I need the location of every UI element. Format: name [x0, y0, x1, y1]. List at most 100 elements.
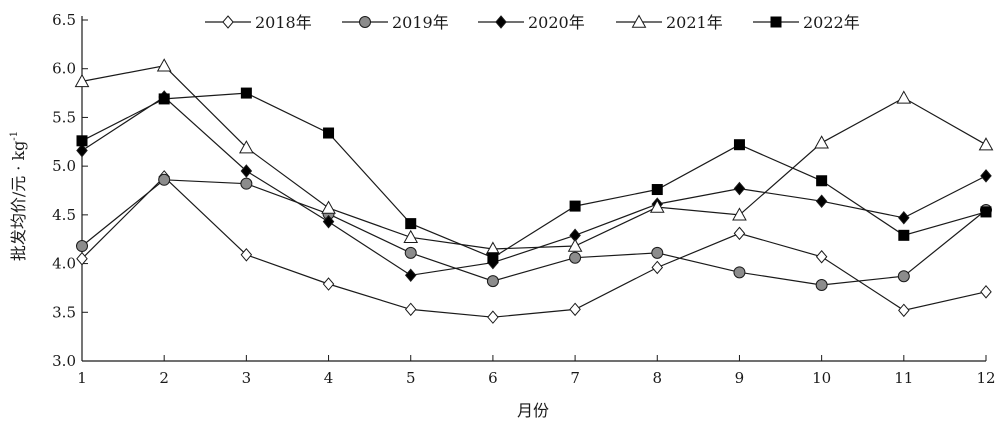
x-tick-label: 3 [242, 369, 252, 387]
data-point [733, 181, 746, 196]
data-point [322, 277, 335, 291]
x-tick-label: 1 [77, 369, 87, 387]
legend: 2018年 2019年 2020年 2021年 2022年 [205, 13, 860, 32]
data-point [404, 268, 417, 283]
data-point [404, 302, 417, 317]
data-point [815, 194, 828, 208]
data-point [76, 240, 88, 253]
series-line [81, 92, 987, 259]
y-axis-title: 批发均价/元 · kg-1 [9, 131, 28, 261]
y-tick-label: 6.5 [52, 11, 76, 29]
legend-label: 2019年 [392, 13, 449, 32]
data-point [898, 303, 910, 318]
x-tick-label: 7 [570, 369, 580, 387]
data-point [486, 275, 499, 288]
legend-marker [222, 15, 234, 29]
data-point [815, 279, 828, 292]
data-point [569, 302, 581, 317]
data-point [897, 270, 910, 283]
series-line [81, 176, 987, 318]
data-point [815, 249, 828, 264]
x-tick-label: 2 [159, 369, 169, 387]
data-point [74, 73, 90, 88]
data-point [651, 260, 664, 275]
data-point [980, 285, 992, 299]
data-point [322, 214, 335, 229]
axes: 3.03.54.04.55.05.56.06.51 2 3 4 5 6 7 8 9 10 11 12 [52, 11, 995, 387]
legend-item: 2020年 [478, 13, 585, 32]
y-tick-label: 5.0 [52, 157, 76, 175]
series-line [81, 96, 987, 276]
data-point [321, 200, 336, 214]
legend-marker [359, 16, 371, 28]
data-point [239, 140, 254, 154]
y-tick-label: 3.0 [52, 352, 76, 370]
y-tick-label: 4.0 [52, 255, 76, 273]
data-point [240, 248, 253, 262]
data-point [733, 226, 746, 241]
y-tick-label: 4.5 [52, 206, 76, 224]
data-point [978, 137, 994, 151]
x-tick-label: 12 [976, 369, 995, 387]
data-point [158, 93, 170, 105]
x-tick-label: 9 [735, 369, 745, 387]
data-point [980, 206, 992, 218]
data-point [156, 58, 172, 72]
x-axis-title: 月份 [517, 401, 549, 420]
data-point [404, 246, 417, 259]
data-point [240, 177, 253, 190]
data-point [405, 218, 417, 230]
data-point [896, 90, 912, 104]
legend-label: 2021年 [666, 13, 723, 32]
data-point [76, 143, 88, 158]
data-point [76, 251, 88, 266]
data-point [323, 127, 335, 139]
legend-item: 2019年 [342, 13, 449, 32]
data-point [158, 173, 171, 186]
legend-item: 2021年 [616, 13, 723, 32]
legend-marker [631, 14, 647, 28]
x-tick-label: 10 [812, 369, 831, 387]
data-point [487, 252, 499, 264]
series-line [81, 65, 987, 250]
legend-item: 2018年 [205, 13, 312, 32]
data-point [649, 199, 665, 213]
data-point [816, 175, 828, 187]
legend-item: 2022年 [753, 13, 860, 32]
series-layer [74, 58, 994, 324]
data-point [76, 135, 88, 147]
data-point [733, 266, 746, 279]
data-point [567, 238, 583, 252]
data-point [569, 200, 581, 212]
data-point [240, 87, 252, 99]
data-point [980, 169, 992, 183]
legend-label: 2022年 [803, 13, 860, 32]
legend-label: 2018年 [255, 13, 312, 32]
x-tick-label: 6 [488, 369, 498, 387]
data-point [240, 164, 253, 178]
y-axis-title-group: 批发均价/元 · kg-1 [9, 131, 28, 261]
data-point [733, 139, 745, 151]
x-tick-label: 4 [324, 369, 334, 387]
data-point [651, 246, 664, 259]
data-point [651, 184, 663, 196]
data-point [814, 135, 829, 149]
y-tick-label: 6.0 [52, 60, 76, 78]
y-tick-label: 3.5 [52, 303, 76, 321]
x-tick-label: 5 [406, 369, 416, 387]
data-point [569, 251, 582, 264]
series-5 [76, 87, 992, 264]
data-point [487, 310, 499, 324]
legend-marker [495, 15, 507, 29]
data-point [732, 207, 747, 221]
series-4 [74, 58, 994, 255]
legend-label: 2020年 [528, 13, 585, 32]
series-3 [76, 90, 992, 283]
legend-marker [770, 16, 782, 28]
series-line [81, 179, 987, 286]
data-point [898, 229, 910, 241]
data-point [403, 229, 419, 243]
x-tick-label: 8 [652, 369, 662, 387]
y-tick-label: 5.5 [52, 108, 76, 126]
